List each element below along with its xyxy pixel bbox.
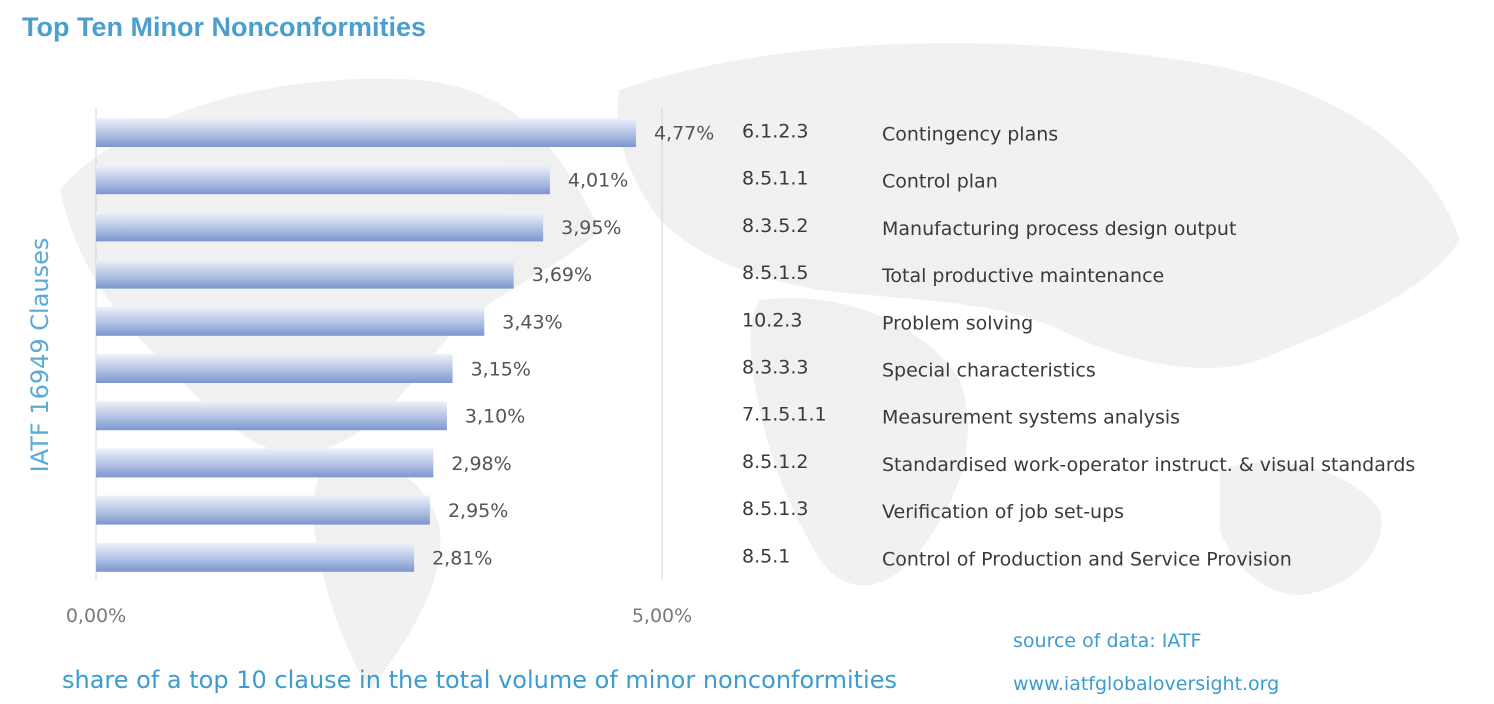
chart-title: Top Ten Minor Nonconformities — [22, 12, 426, 42]
clause-name: Standardised work-operator instruct. & v… — [882, 454, 1415, 476]
clause-number: 8.3.5.2 — [742, 215, 808, 237]
clause-name: Problem solving — [882, 312, 1033, 334]
clause-name: Control plan — [882, 171, 998, 193]
clause-name: Special characteristics — [882, 360, 1096, 382]
bar — [96, 448, 434, 478]
clause-number: 8.5.1.2 — [742, 451, 808, 473]
bar — [96, 401, 447, 431]
data-label: 3,10% — [465, 406, 525, 428]
clause-number: 8.5.1.1 — [742, 168, 808, 190]
source-url[interactable]: www.iatfglobaloversight.org — [1013, 673, 1280, 695]
bar — [96, 354, 453, 383]
clause-name: Measurement systems analysis — [882, 407, 1180, 429]
data-label: 3,95% — [561, 217, 621, 239]
clause-name: Manufacturing process design output — [882, 218, 1236, 240]
clause-number: 8.5.1.3 — [742, 498, 808, 520]
bar — [96, 259, 514, 289]
bar — [96, 212, 544, 242]
x-tick-label: 5,00% — [632, 605, 692, 627]
bar — [96, 495, 430, 525]
clause-number: 8.5.1 — [742, 545, 790, 567]
data-label: 3,69% — [532, 264, 592, 286]
clause-number: 8.5.1.5 — [742, 262, 808, 284]
data-label: 3,43% — [502, 311, 562, 333]
clause-name: Contingency plans — [882, 124, 1058, 146]
x-tick-label: 0,00% — [66, 605, 126, 627]
clause-name: Verification of job set-ups — [882, 501, 1124, 523]
data-label: 4,77% — [654, 123, 714, 145]
clause-name: Total productive maintenance — [881, 265, 1164, 287]
x-axis-label: share of a top 10 clause in the total vo… — [62, 666, 897, 694]
clause-number: 8.3.3.3 — [742, 357, 808, 379]
data-label: 2,95% — [448, 500, 508, 522]
data-label: 4,01% — [568, 170, 628, 192]
bar — [96, 542, 415, 572]
y-axis-label: IATF 16949 Clauses — [26, 237, 54, 473]
clause-name: Control of Production and Service Provis… — [882, 548, 1292, 570]
data-label: 3,15% — [471, 359, 531, 381]
clause-number: 6.1.2.3 — [742, 121, 808, 143]
bar — [96, 118, 636, 147]
clause-number: 7.1.5.1.1 — [742, 404, 827, 426]
data-label: 2,98% — [451, 453, 511, 475]
clause-number: 10.2.3 — [742, 309, 802, 331]
bar — [96, 165, 550, 195]
data-label: 2,81% — [432, 547, 492, 569]
bar — [96, 306, 485, 336]
source-text: source of data: IATF — [1013, 630, 1202, 652]
